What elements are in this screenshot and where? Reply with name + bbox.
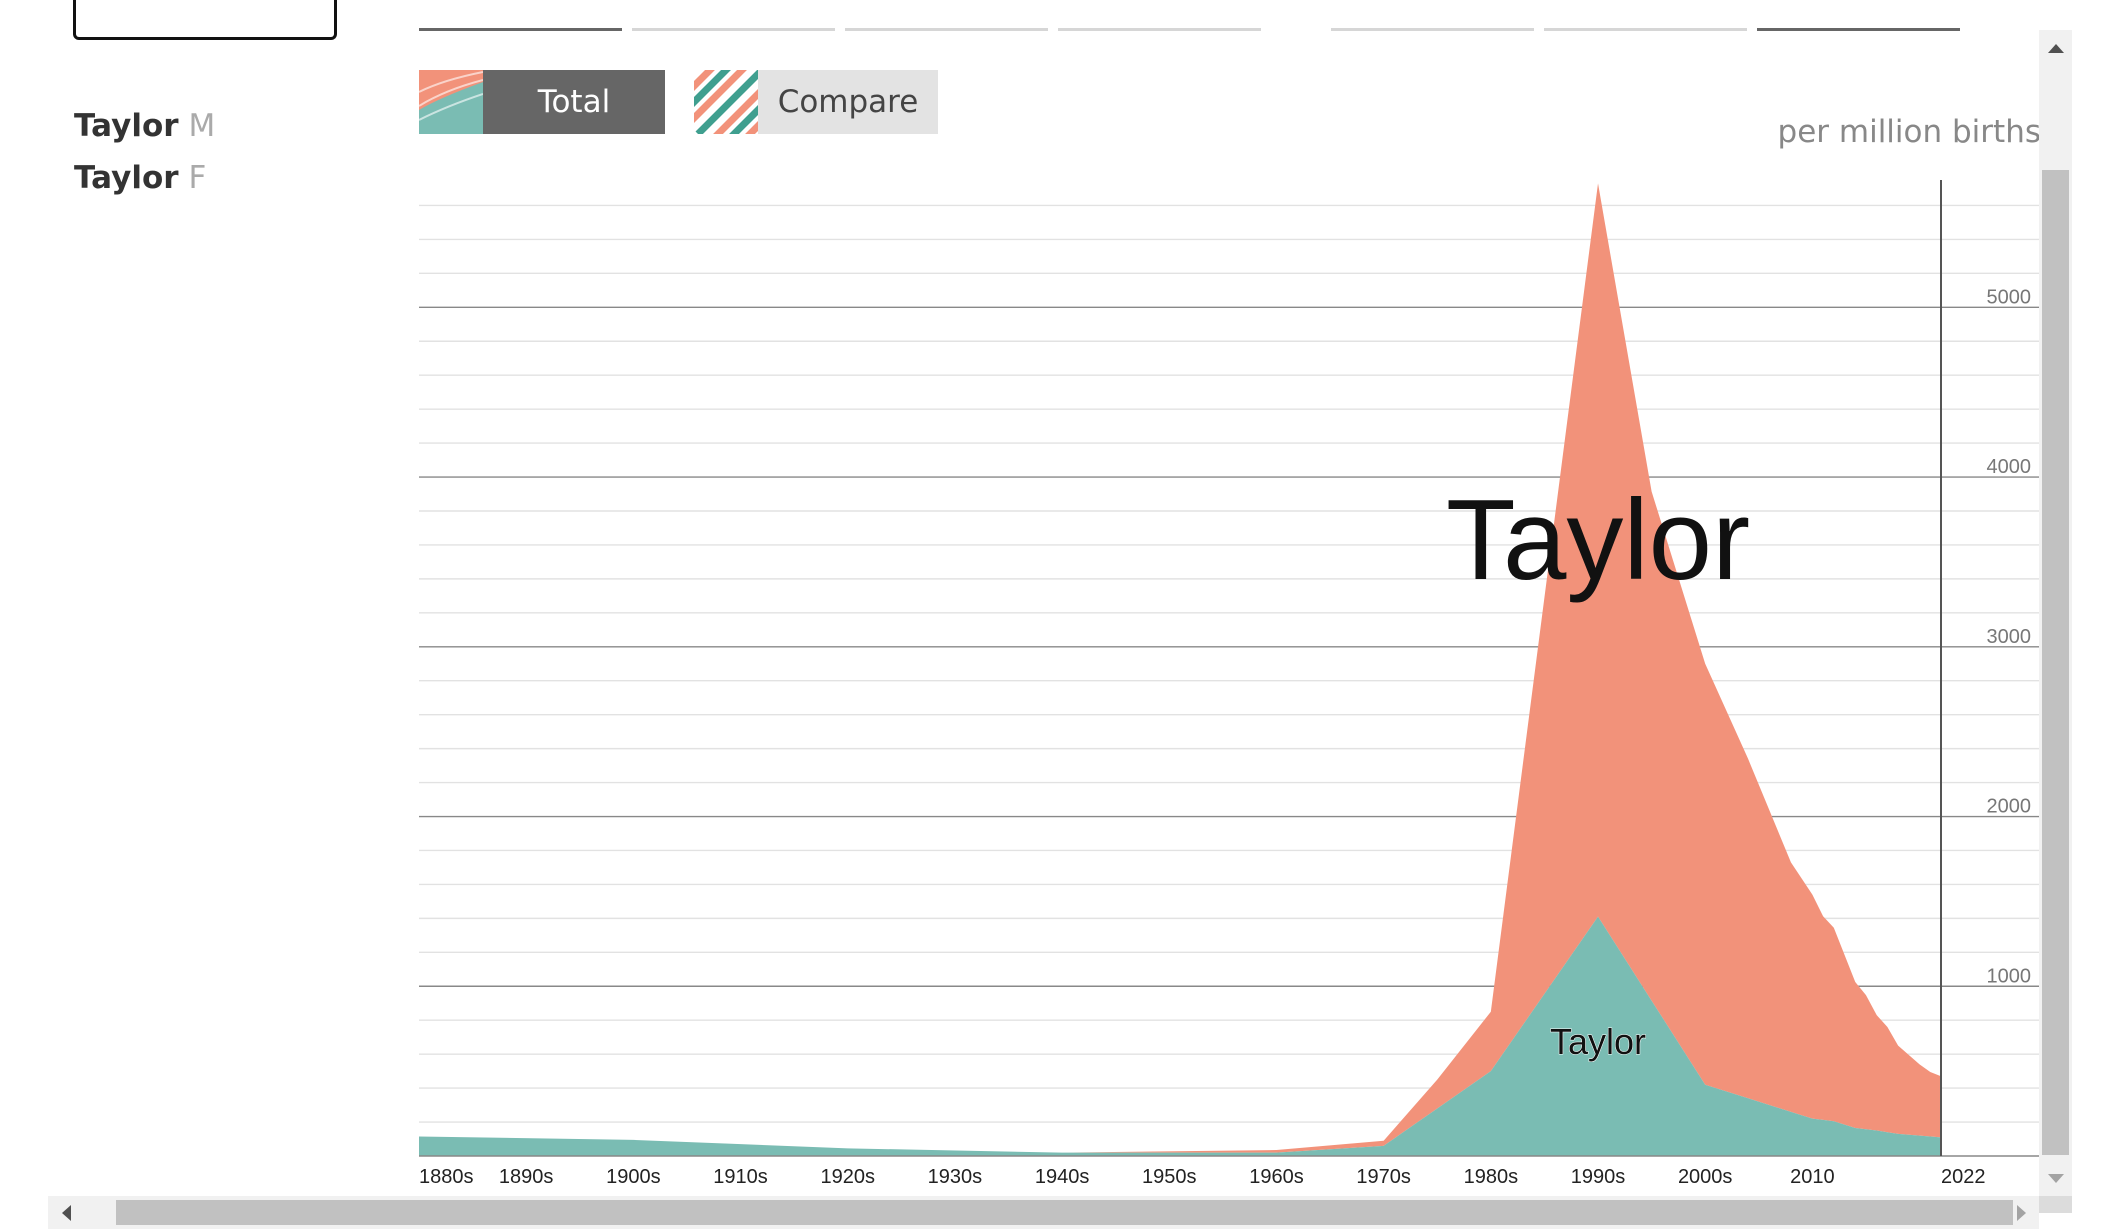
- x-tick-label: 1940s: [1035, 1166, 1090, 1188]
- compare-button[interactable]: Compare: [694, 70, 938, 134]
- x-tick-label: 2022: [1941, 1166, 1986, 1188]
- x-tick-label: 1880s: [419, 1166, 474, 1188]
- x-tick-label: 2000s: [1678, 1166, 1733, 1188]
- compare-stripes-icon: [694, 70, 758, 134]
- x-tick-label: 1960s: [1249, 1166, 1304, 1188]
- tab-indicator-2[interactable]: [632, 28, 835, 31]
- y-tick-label: 1000: [1987, 965, 2032, 987]
- series-label-f: Taylor: [1446, 477, 1750, 604]
- vertical-scroll-thumb[interactable]: [2042, 170, 2069, 1155]
- x-tick-label: 1900s: [606, 1166, 661, 1188]
- total-button[interactable]: Total: [419, 70, 665, 134]
- x-tick-label: 1980s: [1464, 1166, 1519, 1188]
- series-area-taylor-f: [419, 183, 1941, 1153]
- name-label: Taylor: [74, 108, 179, 144]
- x-tick-label: 1910s: [713, 1166, 768, 1188]
- scroll-up-arrow-icon[interactable]: [2039, 30, 2072, 66]
- tab-indicator-3[interactable]: [845, 28, 1048, 31]
- y-axis-unit-label: per million births: [1777, 114, 2041, 150]
- x-tick-label: 1890s: [499, 1166, 554, 1188]
- sex-label: M: [188, 108, 216, 144]
- name-item-taylor-m[interactable]: Taylor M: [74, 100, 215, 152]
- y-tick-label: 5000: [1987, 286, 2032, 308]
- tab-indicator-6[interactable]: [1544, 28, 1747, 31]
- series-label-m: Taylor: [1550, 1021, 1646, 1062]
- tab-indicator-7[interactable]: [1757, 28, 1960, 31]
- x-tick-label: 2010: [1790, 1166, 1835, 1188]
- x-tick-label: 1950s: [1142, 1166, 1197, 1188]
- scroll-down-arrow-icon[interactable]: [2039, 1160, 2072, 1196]
- series-area-taylor-m: [419, 916, 1941, 1156]
- y-tick-label: 4000: [1987, 456, 2032, 478]
- x-tick-label: 1930s: [928, 1166, 983, 1188]
- tab-indicator-1[interactable]: [419, 28, 622, 31]
- stacked-area-icon: [419, 70, 483, 134]
- y-tick-label: 2000: [1987, 796, 2032, 818]
- x-tick-label: 1920s: [820, 1166, 875, 1188]
- x-tick-label: 1990s: [1571, 1166, 1626, 1188]
- total-button-label: Total: [483, 70, 665, 134]
- name-list: Taylor M Taylor F: [74, 100, 215, 204]
- x-tick-label: 1970s: [1356, 1166, 1411, 1188]
- sex-label: F: [188, 160, 207, 196]
- vertical-scrollbar[interactable]: [2039, 30, 2072, 1196]
- name-label: Taylor: [74, 160, 179, 196]
- scrollbar-corner: [2039, 1196, 2072, 1213]
- tab-indicator-5[interactable]: [1331, 28, 1534, 31]
- tab-indicator-4[interactable]: [1058, 28, 1261, 31]
- compare-button-label: Compare: [758, 70, 938, 134]
- search-box[interactable]: [73, 0, 337, 40]
- name-item-taylor-f[interactable]: Taylor F: [74, 152, 215, 204]
- y-tick-label: 3000: [1987, 626, 2032, 648]
